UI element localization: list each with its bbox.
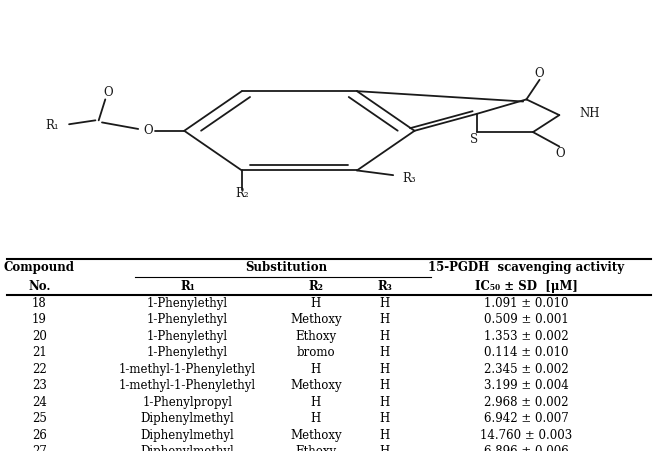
Text: 25: 25 xyxy=(32,412,47,425)
Text: No.: No. xyxy=(28,280,51,293)
Text: O: O xyxy=(104,86,113,99)
Text: 0.509 ± 0.001: 0.509 ± 0.001 xyxy=(484,313,569,327)
Text: Substitution: Substitution xyxy=(245,262,327,275)
Text: R₃: R₃ xyxy=(378,280,392,293)
Text: 21: 21 xyxy=(32,346,47,359)
Text: H: H xyxy=(380,429,390,442)
Text: 6.942 ± 0.007: 6.942 ± 0.007 xyxy=(484,412,569,425)
Text: bromo: bromo xyxy=(297,346,335,359)
Text: Diphenylmethyl: Diphenylmethyl xyxy=(141,445,234,451)
Text: R₂: R₂ xyxy=(309,280,323,293)
Text: Methoxy: Methoxy xyxy=(290,313,342,327)
Text: H: H xyxy=(380,346,390,359)
Text: 19: 19 xyxy=(32,313,47,327)
Text: 3.199 ± 0.004: 3.199 ± 0.004 xyxy=(484,379,569,392)
Text: 24: 24 xyxy=(32,396,47,409)
Text: H: H xyxy=(311,396,321,409)
Text: Ethoxy: Ethoxy xyxy=(295,330,336,343)
Text: H: H xyxy=(380,445,390,451)
Text: Methoxy: Methoxy xyxy=(290,379,342,392)
Text: 27: 27 xyxy=(32,445,47,451)
Text: Methoxy: Methoxy xyxy=(290,429,342,442)
Text: IC₅₀ ± SD  [μM]: IC₅₀ ± SD [μM] xyxy=(475,280,578,293)
Text: 23: 23 xyxy=(32,379,47,392)
Text: O: O xyxy=(143,124,153,137)
Text: 1-Phenylethyl: 1-Phenylethyl xyxy=(147,297,228,310)
Text: R₁: R₁ xyxy=(46,119,59,132)
Text: 1-Phenylpropyl: 1-Phenylpropyl xyxy=(143,396,232,409)
Text: NH: NH xyxy=(579,106,599,120)
Text: 1-methyl-1-Phenylethyl: 1-methyl-1-Phenylethyl xyxy=(119,379,256,392)
Text: H: H xyxy=(380,330,390,343)
Text: H: H xyxy=(380,379,390,392)
Text: 1-methyl-1-Phenylethyl: 1-methyl-1-Phenylethyl xyxy=(119,363,256,376)
Text: 1-Phenylethyl: 1-Phenylethyl xyxy=(147,330,228,343)
Text: H: H xyxy=(380,297,390,310)
Text: R₁: R₁ xyxy=(180,280,195,293)
Text: 6.896 ± 0.006: 6.896 ± 0.006 xyxy=(484,445,569,451)
Text: O: O xyxy=(556,147,565,160)
Text: 0.114 ± 0.010: 0.114 ± 0.010 xyxy=(484,346,569,359)
Text: R₂: R₂ xyxy=(235,188,249,201)
Text: 1.091 ± 0.010: 1.091 ± 0.010 xyxy=(484,297,569,310)
Text: 22: 22 xyxy=(32,363,47,376)
Text: 26: 26 xyxy=(32,429,47,442)
Text: Compound: Compound xyxy=(4,262,75,275)
Text: H: H xyxy=(380,363,390,376)
Text: S: S xyxy=(470,133,478,147)
Text: 1-Phenylethyl: 1-Phenylethyl xyxy=(147,346,228,359)
Text: 1.353 ± 0.002: 1.353 ± 0.002 xyxy=(484,330,569,343)
Text: H: H xyxy=(380,412,390,425)
Text: Ethoxy: Ethoxy xyxy=(295,445,336,451)
Text: 14.760 ± 0.003: 14.760 ± 0.003 xyxy=(480,429,572,442)
Text: 15-PGDH  scavenging activity: 15-PGDH scavenging activity xyxy=(428,262,624,275)
Text: H: H xyxy=(311,363,321,376)
Text: H: H xyxy=(311,412,321,425)
Text: H: H xyxy=(380,313,390,327)
Text: 18: 18 xyxy=(32,297,47,310)
Text: Diphenylmethyl: Diphenylmethyl xyxy=(141,429,234,442)
Text: 2.968 ± 0.002: 2.968 ± 0.002 xyxy=(484,396,569,409)
Text: 20: 20 xyxy=(32,330,47,343)
Text: 1-Phenylethyl: 1-Phenylethyl xyxy=(147,313,228,327)
Text: Diphenylmethyl: Diphenylmethyl xyxy=(141,412,234,425)
Text: H: H xyxy=(380,396,390,409)
Text: H: H xyxy=(311,297,321,310)
Text: R₃: R₃ xyxy=(403,172,417,185)
Text: O: O xyxy=(535,67,544,80)
Text: 2.345 ± 0.002: 2.345 ± 0.002 xyxy=(484,363,569,376)
